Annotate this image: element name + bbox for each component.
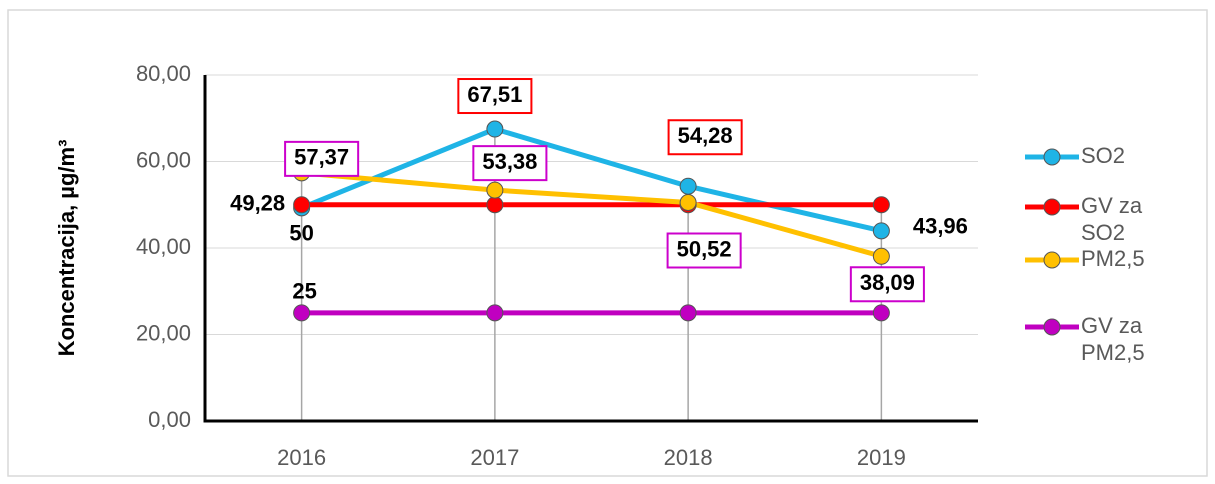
legend-label: GV za PM2,5 [1081, 313, 1145, 365]
data-label-box [457, 78, 533, 115]
point [486, 304, 504, 322]
y-axis-title: Koncentracija, µg/m³ [54, 140, 79, 357]
point [486, 196, 504, 214]
point [872, 247, 890, 265]
data-label: 49,28 [230, 191, 285, 216]
data-label: 67,51 [467, 82, 522, 107]
series-line [301, 170, 883, 259]
y-tick-label: 60,00 [136, 147, 191, 172]
point [486, 181, 504, 199]
y-tick-label: 40,00 [136, 234, 191, 259]
legend-marker [1043, 148, 1061, 166]
data-label: 25 [292, 279, 316, 304]
x-tick-label: 2018 [664, 445, 713, 470]
point [679, 194, 697, 212]
y-tick-label: 80,00 [136, 61, 191, 86]
legend-label: SO2 [1081, 143, 1125, 168]
data-label-box [472, 145, 548, 182]
point [679, 304, 697, 322]
data-label: 38,09 [860, 270, 915, 295]
point [293, 196, 311, 214]
x-tick-label: 2019 [857, 445, 906, 470]
point [679, 177, 697, 195]
data-label: 43,96 [913, 214, 968, 239]
y-tick-label: 20,00 [136, 320, 191, 345]
data-label: 50,52 [677, 236, 732, 261]
point [872, 222, 890, 240]
point [872, 304, 890, 322]
point [486, 120, 504, 138]
data-label: 57,37 [294, 145, 349, 170]
point [293, 304, 311, 322]
legend-label: GV za SO2 [1081, 193, 1143, 245]
data-label: 53,38 [482, 149, 537, 174]
data-label-box [667, 119, 743, 156]
point [872, 196, 890, 214]
legend-marker [1043, 198, 1061, 216]
data-label-box [666, 232, 742, 269]
data-label: 50 [289, 221, 313, 246]
chart-frame [7, 9, 1208, 477]
legend-label: PM2,5 [1081, 246, 1145, 271]
legend-marker [1043, 251, 1061, 269]
y-tick-label: 0,00 [148, 407, 191, 432]
x-tick-label: 2016 [277, 445, 326, 470]
legend-marker [1043, 318, 1061, 336]
data-label-box [284, 140, 360, 177]
x-tick-label: 2017 [470, 445, 519, 470]
series-line [300, 126, 882, 234]
data-label-box [849, 266, 925, 303]
data-label: 54,28 [678, 123, 733, 148]
